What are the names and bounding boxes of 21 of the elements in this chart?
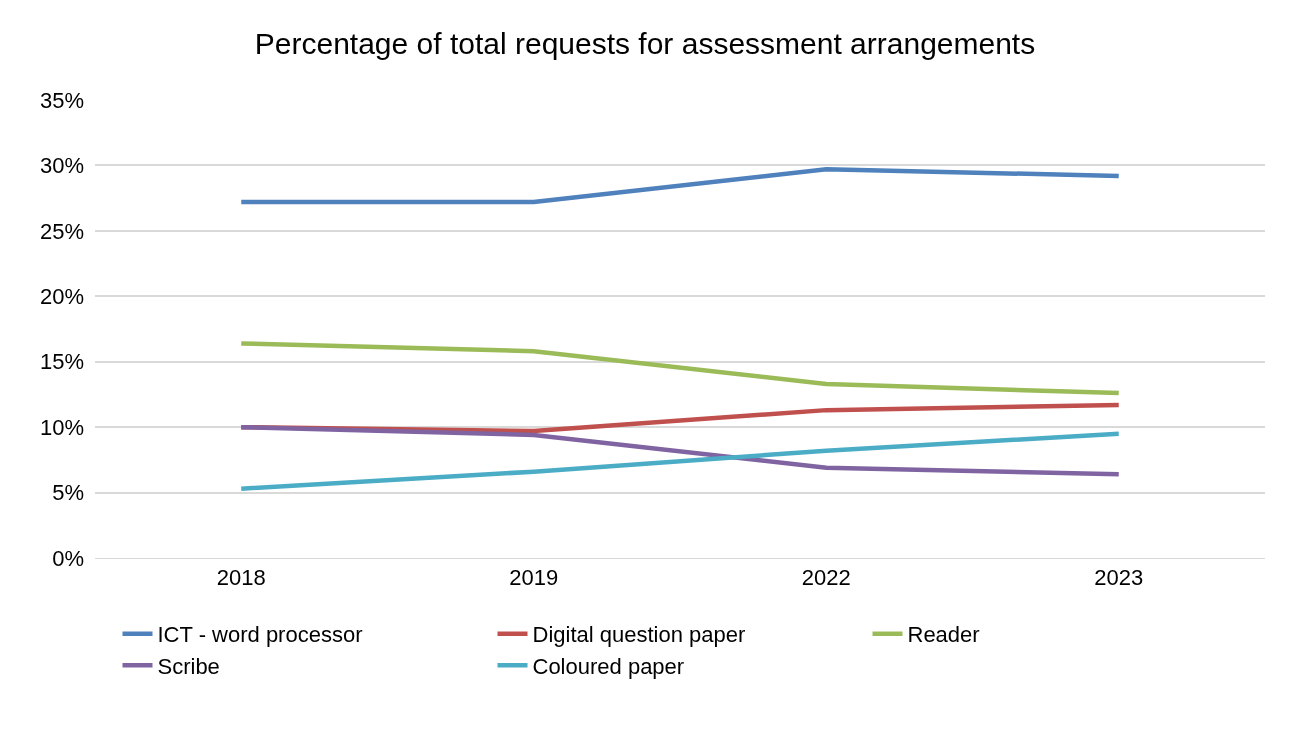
line-series [239, 431, 1121, 491]
chart-title: Percentage of total requests for assessment arrangements [254, 27, 1036, 61]
x-tick-label: 2023 [1094, 565, 1144, 591]
y-tick-label: 10% [39, 414, 84, 440]
x-tick-label: 2022 [801, 565, 851, 591]
x-tick-label: 2019 [509, 565, 559, 591]
legend-label: ICT - word processor [157, 622, 363, 648]
y-tick-label: 20% [39, 283, 84, 309]
y-tick-label: 35% [39, 87, 84, 113]
legend-label: Reader [907, 622, 980, 648]
y-tick-label: 15% [39, 349, 84, 375]
y-tick-label: 30% [39, 153, 84, 179]
y-tick-label: 25% [39, 218, 84, 244]
x-tick-label: 2018 [216, 565, 266, 591]
legend-label: Coloured paper [532, 653, 685, 679]
y-tick-label: 5% [52, 480, 84, 506]
legend-label: Digital question paper [532, 622, 746, 648]
legend-label: Scribe [157, 653, 220, 679]
line-series [239, 424, 1121, 477]
y-tick-label: 0% [52, 545, 84, 571]
line-series [239, 341, 1121, 396]
